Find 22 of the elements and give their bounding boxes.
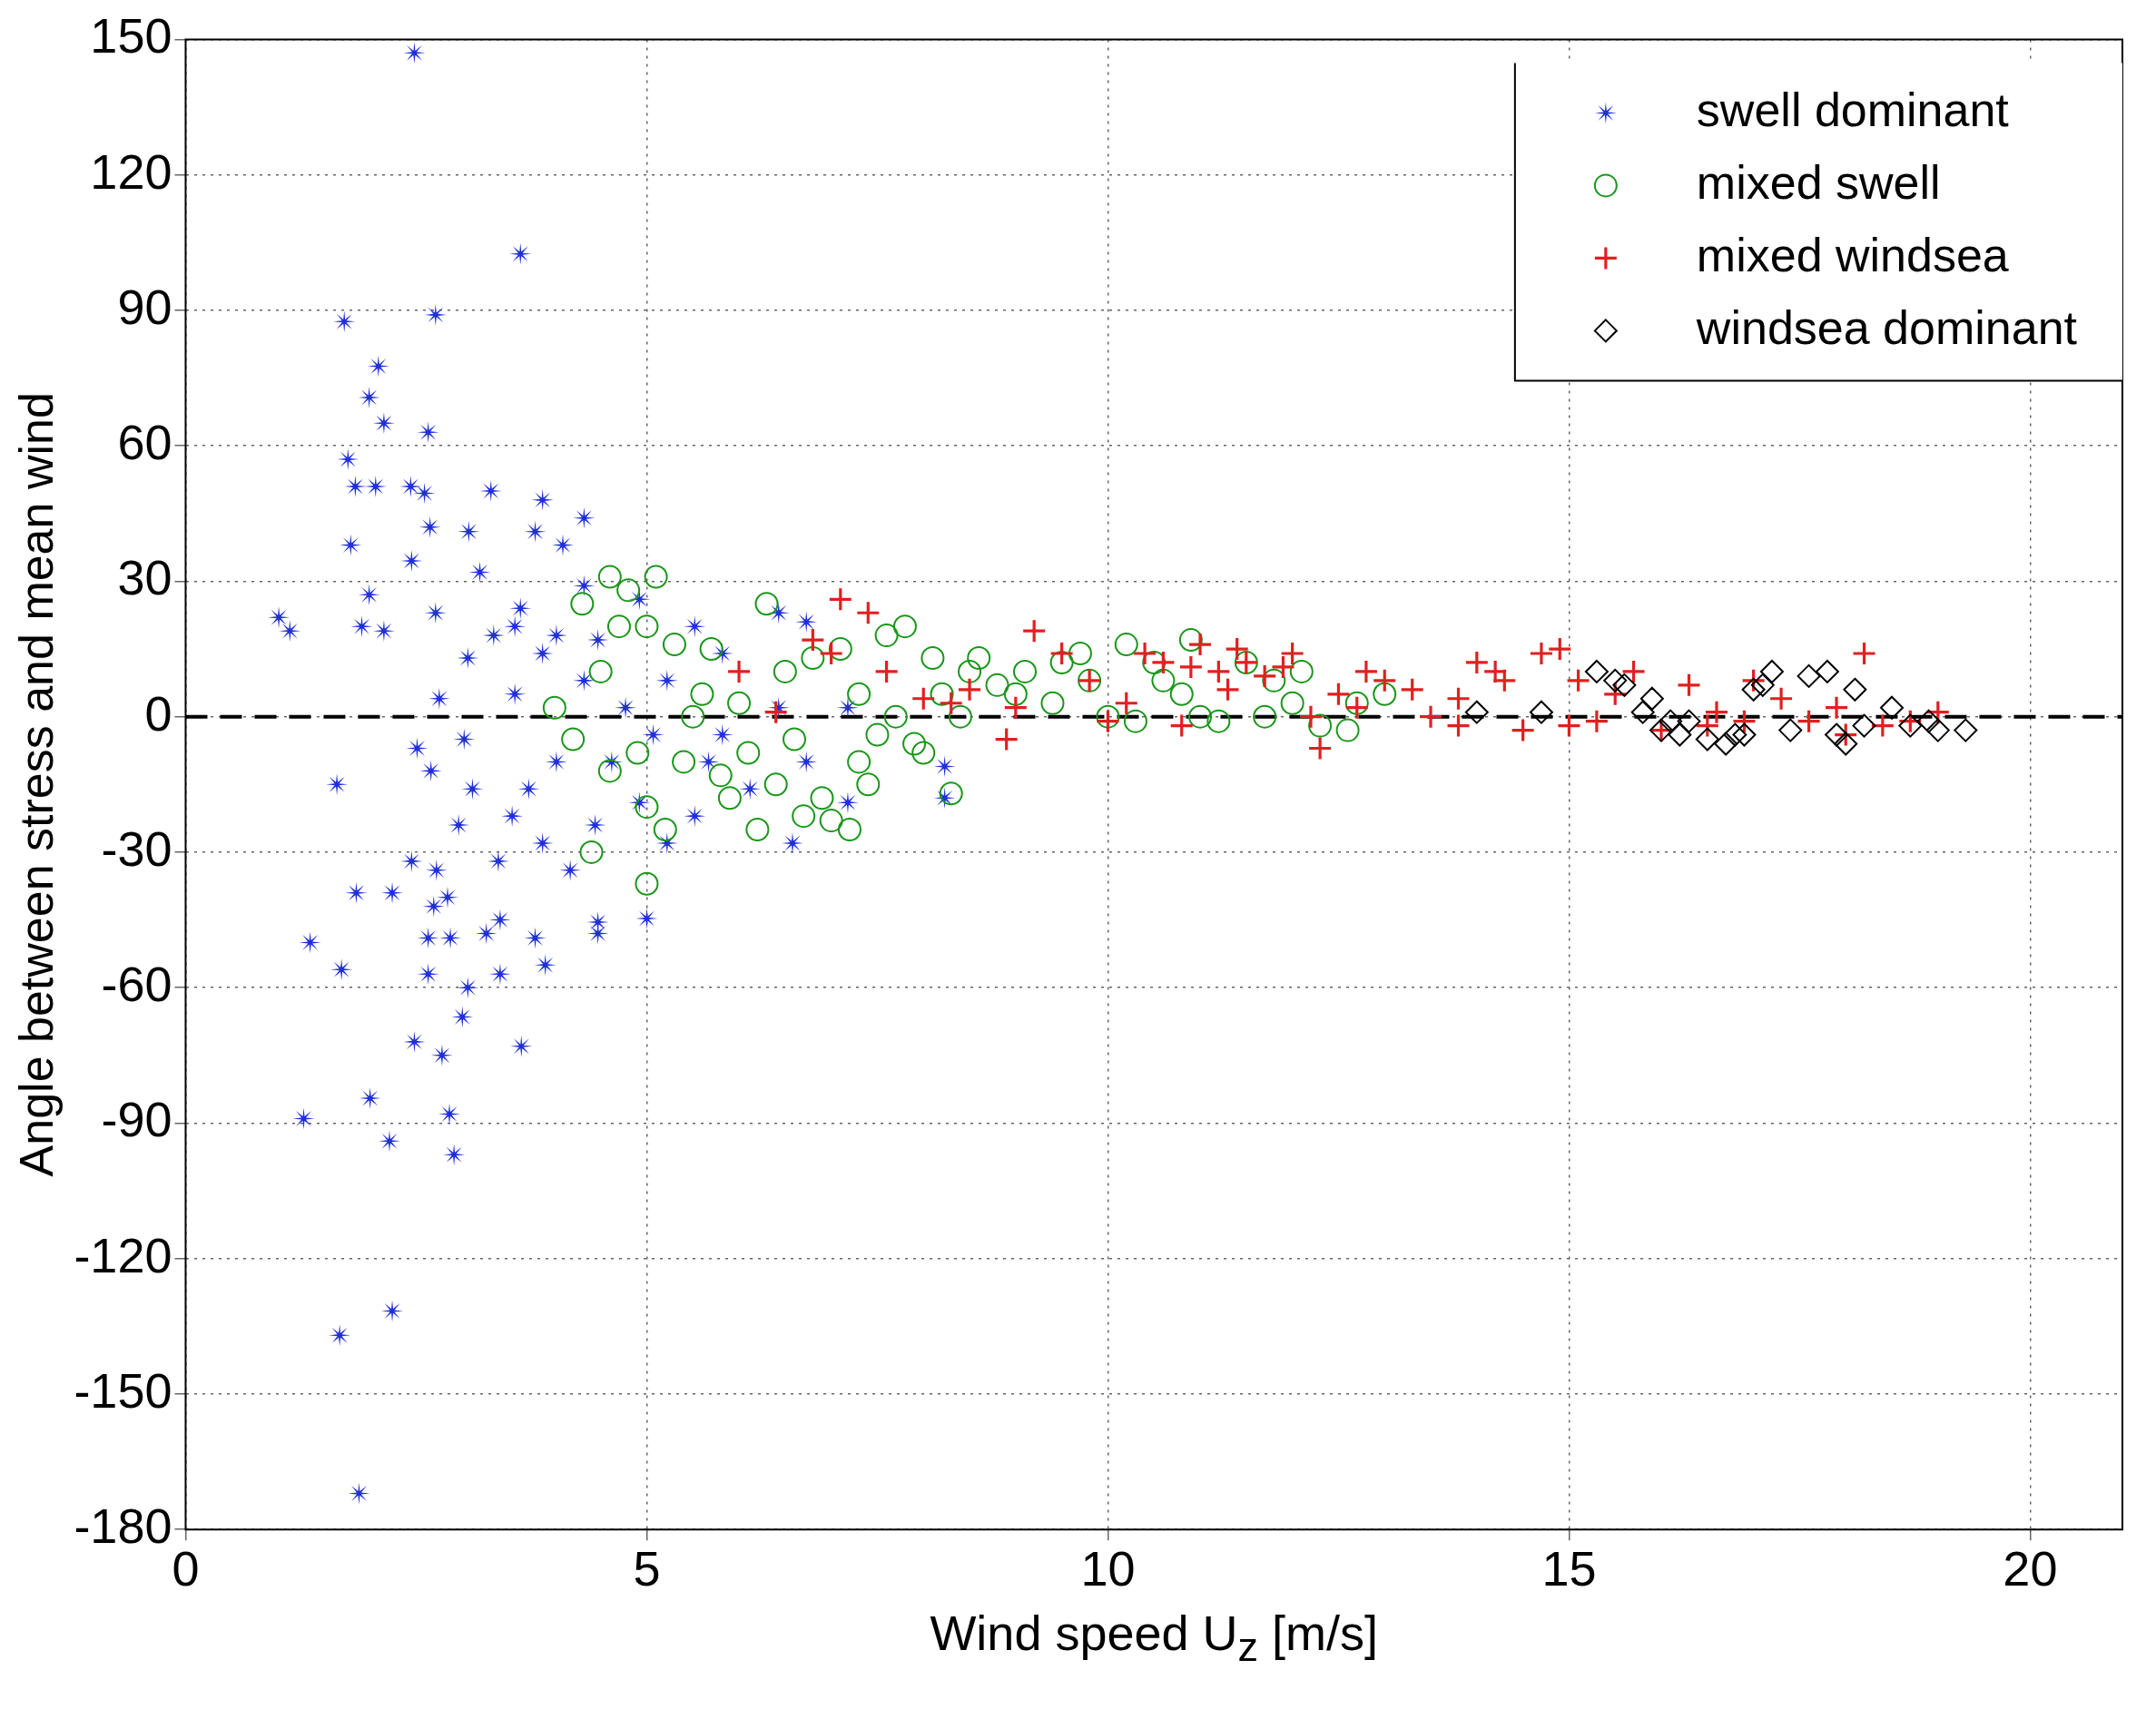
y-tick-label: -60 (101, 957, 172, 1012)
legend-label: swell dominant (1696, 83, 2010, 136)
x-axis-title: Wind speed U$_{z}$ [m/s] (929, 1605, 1380, 1671)
y-tick-label: -30 (101, 820, 172, 876)
x-tick-label: 20 (2003, 1541, 2058, 1596)
y-tick-label: -180 (74, 1498, 172, 1554)
x-tick-label: 10 (1080, 1541, 1136, 1596)
legend-label: mixed swell (1696, 155, 1941, 209)
y-tick-label: 90 (117, 279, 172, 334)
y-tick-label: 30 (117, 550, 172, 605)
y-axis-title: Angle between stress and mean wind (9, 392, 63, 1177)
x-tick-label: 5 (633, 1541, 661, 1596)
legend-label: windsea dominant (1695, 300, 2078, 354)
y-tick-label: 120 (90, 143, 172, 199)
y-tick-label: 60 (117, 415, 172, 470)
y-tick-label: 150 (90, 8, 172, 64)
x-tick-label: 15 (1541, 1541, 1597, 1596)
y-tick-label: -90 (101, 1092, 172, 1147)
y-tick-label: -120 (74, 1227, 172, 1282)
legend-label: mixed windsea (1696, 228, 2009, 281)
y-tick-label: 0 (144, 685, 172, 741)
y-tick-label: -150 (74, 1362, 172, 1418)
